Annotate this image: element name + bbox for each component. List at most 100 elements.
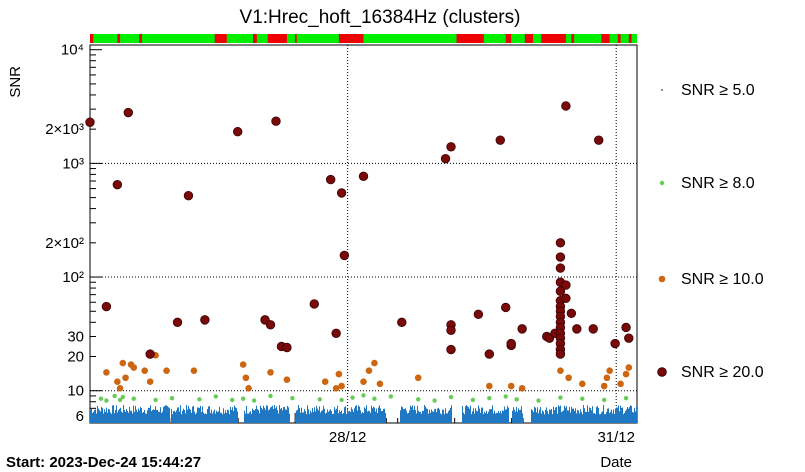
point-snr10: [371, 359, 378, 367]
point-snr10: [606, 367, 613, 375]
point-snr20: [145, 349, 155, 359]
point-snr10: [321, 378, 329, 386]
y-tick-label: 20: [67, 348, 84, 365]
legend-marker: [657, 367, 667, 377]
point-snr10: [116, 385, 124, 392]
point-snr10: [622, 370, 630, 378]
point-snr20: [495, 135, 505, 145]
y-tick-label: 6: [76, 408, 84, 425]
legend: SNR ≥ 5.0 SNR ≥ 8.0 SNR ≥ 10.0 SNR ≥ 20.0: [657, 82, 764, 381]
point-snr20: [339, 250, 350, 261]
legend-marker: [658, 275, 666, 283]
y-tick-label: 10⁴: [61, 42, 84, 59]
point-snr10: [245, 385, 252, 392]
point-snr20: [446, 344, 456, 355]
point-snr8: [388, 394, 394, 399]
point-snr8: [131, 396, 136, 401]
point-snr20: [588, 324, 598, 334]
point-snr8: [153, 397, 158, 403]
legend-label: SNR ≥ 5.0: [681, 82, 755, 99]
point-snr20: [325, 174, 336, 185]
point-snr10: [617, 380, 624, 388]
point-snr20: [85, 117, 95, 127]
background-noise-band: [90, 404, 637, 423]
point-snr20: [566, 308, 577, 318]
point-snr20: [501, 302, 511, 313]
point-snr20: [309, 299, 319, 309]
point-snr20: [172, 317, 183, 327]
segment-bar-off: [601, 34, 610, 43]
point-snr20: [232, 126, 243, 137]
point-snr8: [104, 398, 109, 403]
point-snr20: [200, 315, 210, 325]
point-snr8: [601, 397, 607, 403]
y-tick-label: 2×10³: [45, 121, 84, 138]
point-snr10: [114, 378, 121, 386]
point-snr20: [336, 188, 347, 198]
point-snr10: [242, 374, 250, 382]
grid-lines: [90, 45, 637, 423]
point-snr20: [555, 252, 566, 262]
point-snr8: [580, 396, 585, 401]
point-snr20: [473, 309, 484, 320]
segment-bar-off: [214, 34, 227, 43]
point-snr10: [163, 367, 170, 375]
segment-bar-off: [617, 34, 621, 43]
point-snr10: [486, 382, 493, 390]
point-snr20: [621, 322, 631, 333]
point-snr20: [555, 349, 566, 359]
point-snr10: [376, 380, 384, 388]
data-points: [85, 101, 634, 403]
point-snr8: [558, 395, 563, 400]
point-snr20: [271, 116, 281, 126]
y-tick-label: 10²: [62, 269, 84, 286]
point-snr20: [112, 179, 123, 190]
point-snr8: [268, 393, 273, 399]
segment-bar-off: [541, 34, 566, 43]
legend-marker-snr5: [661, 89, 663, 91]
point-snr20: [331, 328, 341, 338]
point-snr10: [360, 378, 367, 386]
point-snr10: [239, 361, 247, 368]
point-snr8: [213, 394, 219, 399]
y-axis-ticks: 10⁴ 2×10³ 10³ 2×10² 10² 30 20 10 6: [45, 42, 102, 425]
legend-label: SNR ≥ 10.0: [681, 271, 764, 288]
point-snr8: [169, 395, 175, 401]
y-tick-label: 10³: [62, 155, 84, 172]
point-snr8: [361, 393, 366, 398]
chart-title: V1:Hrec_hoft_16384Hz (clusters): [240, 7, 521, 28]
point-snr8: [290, 395, 295, 401]
point-snr20: [101, 301, 112, 312]
point-snr10: [565, 374, 572, 382]
point-snr20: [484, 349, 495, 359]
point-snr10: [579, 380, 586, 388]
segment-bar-off: [253, 34, 257, 43]
point-snr8: [120, 394, 126, 400]
point-snr10: [335, 370, 343, 378]
point-snr8: [251, 398, 257, 403]
segment-bar: [90, 34, 637, 43]
segment-bar-off: [456, 34, 484, 43]
point-snr10: [603, 374, 611, 382]
y-tick-label: 2×10²: [45, 235, 84, 252]
legend-label: SNR ≥ 20.0: [681, 364, 764, 381]
point-snr20: [555, 286, 566, 296]
point-snr8: [514, 397, 519, 402]
point-snr10: [141, 367, 148, 375]
point-snr8: [432, 398, 437, 403]
point-snr8: [339, 397, 344, 403]
point-snr20: [183, 190, 194, 201]
point-snr20: [517, 324, 527, 334]
point-snr8: [350, 395, 355, 400]
point-snr8: [112, 393, 117, 399]
y-tick-label: 30: [67, 328, 84, 345]
point-snr10: [414, 374, 422, 382]
segment-bar-off: [139, 34, 142, 43]
point-snr20: [555, 263, 566, 273]
point-snr10: [557, 367, 564, 375]
point-snr10: [122, 374, 129, 382]
point-snr8: [230, 397, 235, 403]
y-axis-label: SNR: [7, 66, 24, 98]
point-snr10: [267, 369, 274, 376]
segment-bar-off: [524, 34, 534, 43]
